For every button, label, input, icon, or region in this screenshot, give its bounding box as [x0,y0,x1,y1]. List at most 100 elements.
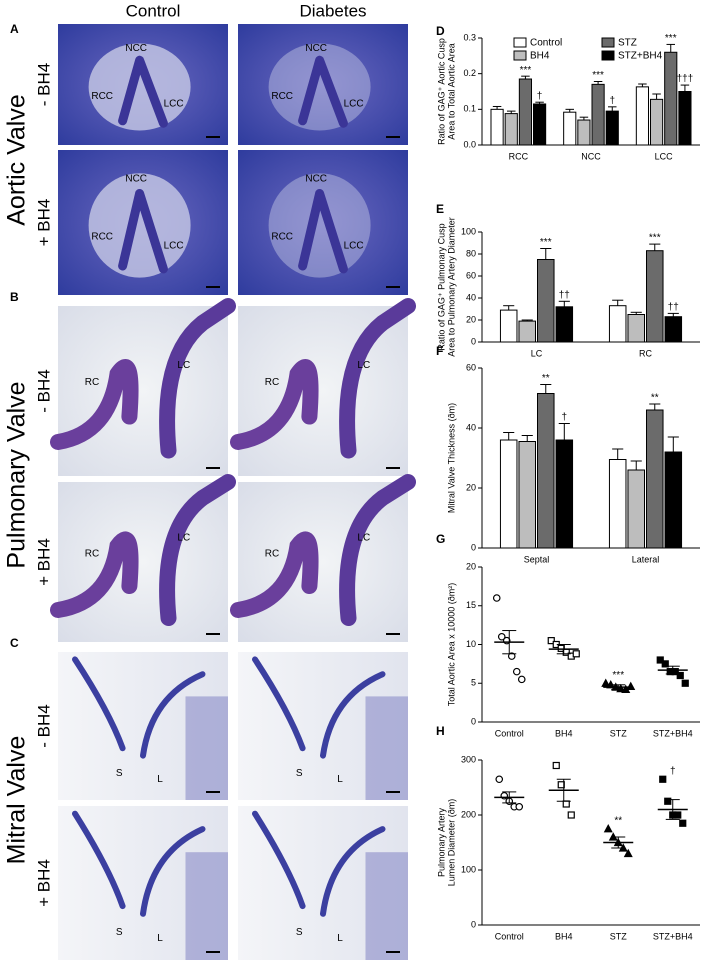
bar [537,393,555,549]
valve-lumen [88,43,191,131]
y-tick-label: 20 [466,314,476,324]
y-axis-label: Ratio of GAG⁺ Pulmonary Cusp [436,223,446,350]
structure-label: L [157,933,163,944]
legend-swatch [601,37,615,48]
y-tick-label: 40 [466,422,476,432]
valve-leaflet [339,474,416,626]
structure-label: LCC [164,240,184,251]
significance-label: ††† [677,74,694,85]
micrograph [238,150,408,295]
structure-label: RC [85,377,99,388]
x-tick-label: Lateral [632,554,660,564]
y-tick-label: 5 [471,678,476,688]
x-tick-label: LCC [655,151,674,161]
bar [627,314,645,343]
legend-swatch [513,50,527,61]
bar [664,51,678,146]
panel-letter: H [436,724,445,738]
panel-letter: F [436,344,443,358]
legend-swatch [601,50,615,61]
structure-label: RC [265,549,279,560]
valve-leaflet [339,298,416,459]
data-point [664,797,672,805]
data-point [572,650,580,658]
y-axis-label: Area to Pulmonary Artery Diameter [446,217,456,357]
valve-leaflet [72,810,126,910]
structure-label: RCC [91,232,113,243]
structure-label: S [296,768,303,779]
y-axis-label: Pulmonary Artery [436,807,446,877]
row-label: + BH4 [34,199,53,247]
legend-label: STZ+BH4 [618,51,663,62]
bar [499,439,518,549]
myocardium [185,696,228,800]
valve-leaflet [252,810,306,910]
valve-leaflet [320,826,386,917]
data-point [626,681,636,690]
data-point [661,660,669,668]
structure-label: RCC [271,91,293,102]
significance-label: ** [614,815,622,826]
valve-leaflet [72,656,126,752]
bar [518,78,533,146]
valve-leaflet [230,531,319,618]
structure-label: RC [85,549,99,560]
x-tick-label: Control [495,931,524,941]
y-tick-label: 0.0 [463,139,476,149]
data-point [679,819,687,827]
y-axis-label: Total Aortic Area x 10000 (ðm²) [446,583,456,707]
significance-label: ** [651,393,659,404]
section-title: Aortic Valve [3,94,31,226]
structure-label: S [116,768,123,779]
valve-leaflet [320,671,386,759]
significance-label: † [670,766,676,777]
y-tick-label: 60 [466,270,476,280]
valve-cusps [118,189,168,274]
bar [646,409,664,549]
bar [533,103,547,146]
bar [563,111,577,146]
y-tick-label: 200 [461,809,476,819]
structure-label: S [296,927,303,938]
column-header: Diabetes [299,1,366,20]
y-tick-label: 20 [466,561,476,571]
y-tick-label: 60 [466,362,476,372]
y-tick-label: 0 [471,336,476,346]
data-point [495,775,504,784]
bar [608,305,627,343]
valve-leaflet [50,531,139,618]
valve-cusps [298,55,348,128]
significance-label: † [562,412,568,423]
panel-letter: B [10,290,19,304]
valve-leaflet [159,474,236,626]
bar [664,451,683,549]
bar [646,250,664,343]
x-tick-label: STZ+BH4 [653,931,693,941]
panel-letter: E [436,202,444,216]
significance-label: *** [665,33,677,44]
x-tick-label: BH4 [555,728,573,738]
micrograph [238,24,408,145]
significance-label: *** [592,70,604,81]
data-point [552,761,560,770]
valve-leaflet [159,298,236,459]
x-tick-label: BH4 [555,931,573,941]
y-tick-label: 0.2 [463,68,476,78]
valve-lumen [88,173,191,278]
data-point [567,811,575,819]
valve-leaflet [140,671,206,759]
valve-leaflet [50,359,139,450]
y-tick-label: 40 [466,292,476,302]
data-point [547,637,555,645]
legend-label: STZ [618,38,637,49]
structure-label: RC [265,377,279,388]
legend-swatch [513,37,527,48]
bar [608,459,627,549]
data-point [616,683,626,693]
myocardium [365,696,408,800]
bar [518,320,536,343]
panel-letter: C [10,636,19,650]
structure-label: L [337,774,343,785]
bar [490,108,504,146]
significance-label: *** [649,233,661,244]
